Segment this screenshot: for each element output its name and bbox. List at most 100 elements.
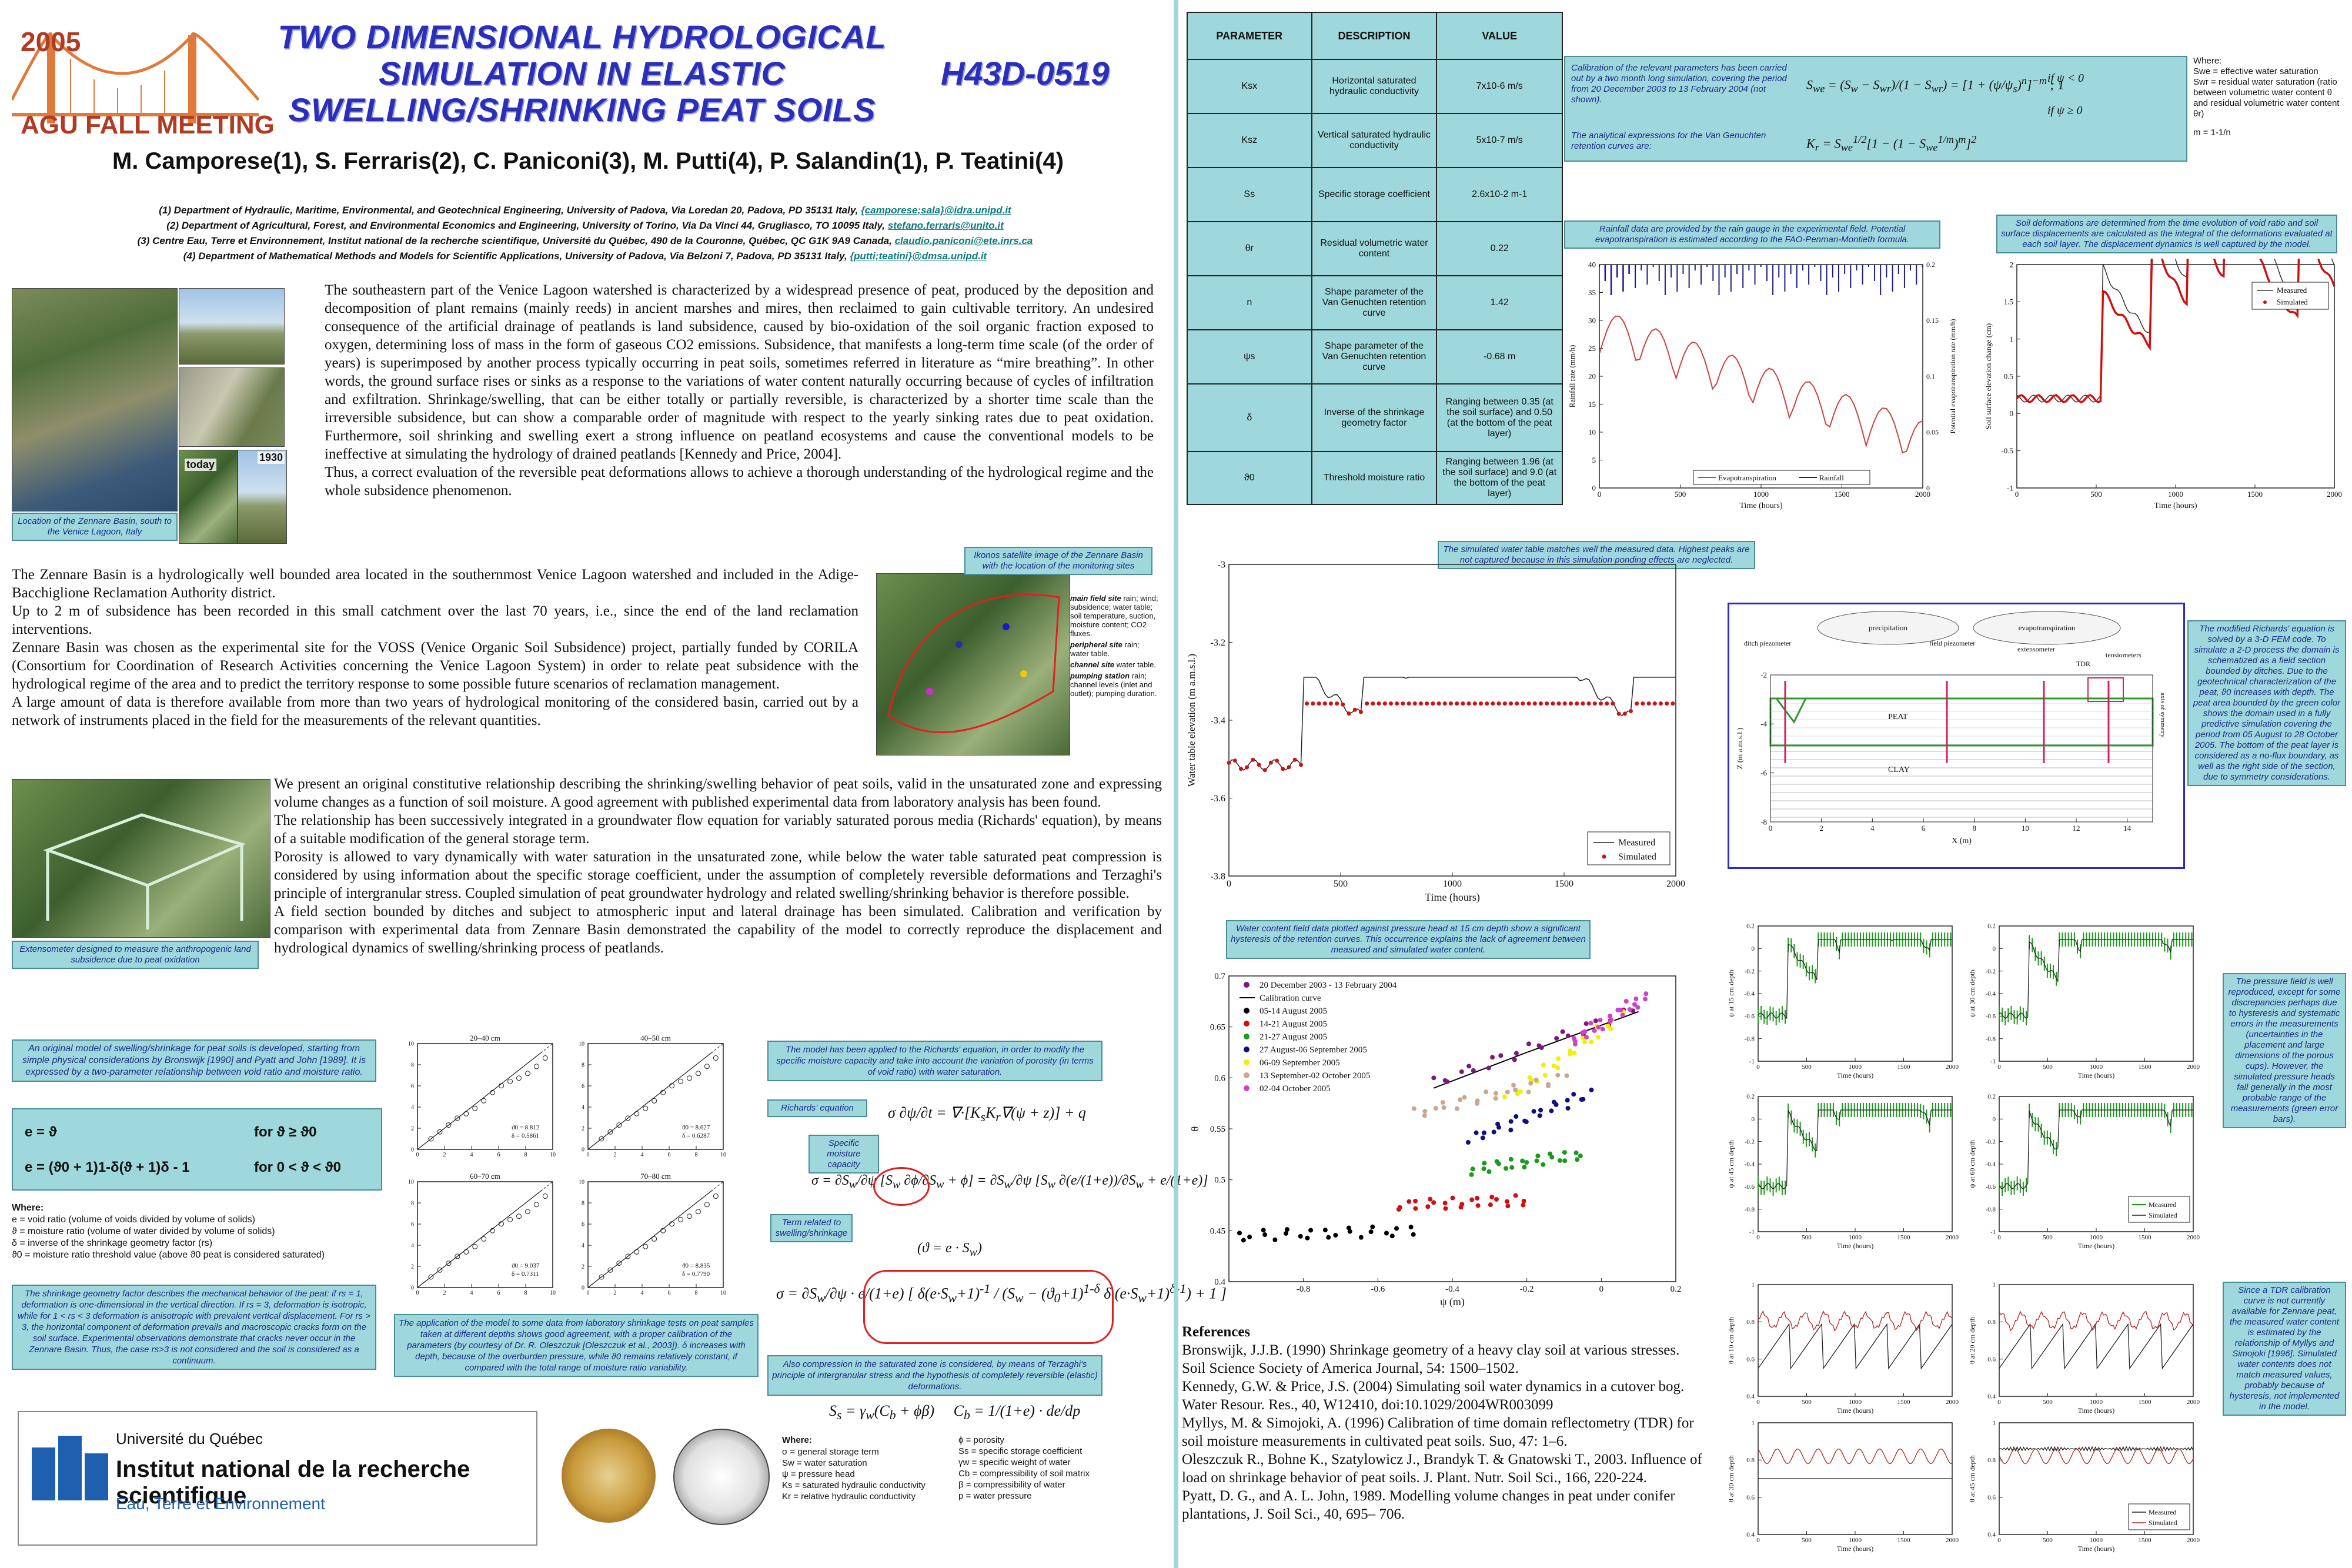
evapotranspiration-cloud-icon bbox=[1973, 611, 2121, 645]
pressure-charts: 0 500 1000 1500 2000 -1 -0.8 -0.6 -0.4 -0.2 0 0.2 Ti… bbox=[1727, 923, 2200, 1250]
retention-point bbox=[1509, 1165, 1515, 1170]
y-tick-label: -1 bbox=[2007, 483, 2013, 492]
y-tick-label: -0.5 bbox=[2001, 446, 2013, 455]
y-tick-label: 0.6 bbox=[1987, 1356, 1996, 1363]
site-entry: channel site water table. bbox=[1070, 660, 1156, 669]
x-axis-title: Time (hours) bbox=[2078, 1071, 2115, 1079]
retention-point bbox=[1527, 1075, 1532, 1080]
constitutive-equations: e = ϑ for ϑ ≥ ϑ0 e = (ϑ0 + 1)1-δ(ϑ + 1)δ… bbox=[12, 1108, 382, 1191]
where-item: σ = general storage term bbox=[782, 1447, 879, 1457]
retention-point bbox=[1459, 1069, 1464, 1074]
retention-point bbox=[1600, 1027, 1605, 1032]
simulated-point bbox=[1532, 701, 1537, 706]
simulated-point bbox=[1377, 701, 1381, 706]
simulated-point bbox=[1538, 701, 1543, 706]
x-tick-label: 6 bbox=[668, 1152, 671, 1158]
zennare-paragraph: The Zennare Basin is a hydrologically we… bbox=[12, 567, 858, 601]
simulated-series bbox=[2016, 259, 2336, 403]
y-tick-label: 25 bbox=[1588, 344, 1596, 353]
retention-point bbox=[1521, 1198, 1526, 1203]
param-cell: δ bbox=[1187, 383, 1312, 452]
retention-point bbox=[1237, 1231, 1242, 1236]
y-tick-label: 0 bbox=[1752, 1116, 1755, 1123]
retention-point bbox=[1505, 1203, 1511, 1209]
richards-where: Where: σ = general storage term Sw = wat… bbox=[782, 1435, 1111, 1502]
retention-point bbox=[1298, 1233, 1303, 1239]
simulated-point bbox=[1251, 757, 1255, 762]
x-tick-label: 10 bbox=[550, 1290, 556, 1296]
site-entry: pumping station rain; channel levels (in… bbox=[1070, 671, 1157, 698]
lab-data-point bbox=[463, 1111, 469, 1116]
retention-point bbox=[1541, 1062, 1546, 1068]
simulated-point bbox=[1401, 701, 1405, 706]
simulated-point bbox=[1671, 701, 1675, 706]
simulated-point bbox=[1641, 701, 1645, 706]
eq1-left: e = ϑ bbox=[25, 1124, 57, 1140]
retention-point bbox=[1553, 1102, 1559, 1107]
axis-title: θ at 30 cm depth bbox=[1727, 1455, 1735, 1502]
retention-point bbox=[1598, 1018, 1603, 1023]
simulated-point bbox=[1665, 701, 1669, 706]
x-tick-label: 2000 bbox=[1946, 1234, 1959, 1241]
peat-domain bbox=[1769, 697, 2154, 747]
x-tick-label: 0 bbox=[1769, 824, 1773, 833]
lab-data-point bbox=[446, 1122, 452, 1128]
retention-point bbox=[1531, 1109, 1536, 1114]
retention-point bbox=[1322, 1228, 1328, 1233]
y-tick-label: 8 bbox=[582, 1200, 584, 1206]
calibration-where: Where: Swe = effective water saturation … bbox=[2193, 56, 2346, 138]
x-tick-label: 500 bbox=[1334, 879, 1348, 889]
reference-item: Pyatt, D. G., and A. L. John, 1989. Mode… bbox=[1182, 1488, 1675, 1522]
y-tick-label: 0.8 bbox=[1987, 1457, 1996, 1464]
email-link[interactable]: stefano.ferraris@unito.it bbox=[887, 220, 1004, 231]
simulated-point bbox=[1418, 701, 1423, 706]
x-tick-label: 0 bbox=[1997, 1399, 2001, 1406]
email-link[interactable]: {camporese;sala}@idra.unipd.it bbox=[861, 205, 1011, 216]
y-tick-label: 2 bbox=[411, 1263, 414, 1270]
where-item: ϕ = porosity bbox=[958, 1435, 1005, 1445]
constitutive-caption: An original model of swelling/shrinkage … bbox=[12, 1039, 376, 1082]
retention-point bbox=[1518, 1089, 1523, 1094]
lab-data-point bbox=[481, 1098, 487, 1104]
x-tick-label: 0 bbox=[1227, 879, 1231, 889]
simulated-point bbox=[1545, 701, 1549, 706]
inrs-logo: Université du Québec Institut national d… bbox=[18, 1411, 537, 1546]
model-paragraph: A field section bounded by ditches and s… bbox=[274, 904, 1162, 956]
extensometer-caption: Extensometer designed to measure the ant… bbox=[12, 941, 259, 969]
retention-point bbox=[1408, 1225, 1414, 1230]
table-row: Ksx Horizontal saturated hydraulic conduc… bbox=[1187, 59, 1563, 114]
x-tick-label: 2 bbox=[1819, 824, 1823, 833]
intro-paragraph: The southeastern part of the Venice Lago… bbox=[325, 282, 1154, 462]
simulated-point bbox=[1455, 701, 1459, 706]
retention-point bbox=[1580, 1035, 1585, 1041]
email-link[interactable]: claudio.paniconi@ete.inrs.ca bbox=[894, 235, 1033, 246]
label-richards: Richards' equation bbox=[767, 1099, 867, 1117]
desc-cell: Threshold moisture ratio bbox=[1311, 451, 1438, 505]
email-link[interactable]: {putti;teatini}@dmsa.unipd.it bbox=[850, 250, 987, 262]
y2-tick-label: 0 bbox=[1926, 484, 1930, 492]
x-tick-label: 6 bbox=[1922, 824, 1926, 833]
lab-panel-theta0: ϑ0 = 9.037 bbox=[512, 1262, 540, 1269]
photo-pump-house bbox=[179, 367, 285, 447]
legend-label: Measured bbox=[1618, 838, 1655, 848]
lab-data-point bbox=[481, 1236, 487, 1242]
x-tick-label: 2 bbox=[614, 1290, 617, 1296]
lab-data-point bbox=[616, 1261, 622, 1266]
x-tick-label: 1000 bbox=[1849, 1537, 1862, 1544]
where-title: Where: bbox=[12, 1203, 44, 1213]
retention-point bbox=[1584, 1035, 1589, 1040]
value-cell: Ranging between 0.35 (at the soil surfac… bbox=[1436, 383, 1563, 452]
retention-point bbox=[1484, 1089, 1489, 1095]
retention-point bbox=[1511, 1082, 1516, 1088]
legend-swatch bbox=[1244, 1034, 1250, 1039]
storage-equation: Ss = γw(Cb + ϕβ) Cb = 1/(1+e) · de/dp bbox=[829, 1402, 1081, 1423]
lab-data-point bbox=[524, 1209, 530, 1215]
x-tick-label: -0.6 bbox=[1371, 1285, 1385, 1294]
compression-caption: Also compression in the saturated zone i… bbox=[767, 1355, 1102, 1396]
y-tick-label: 0.5 bbox=[2004, 372, 2013, 380]
y-tick-label: -0.4 bbox=[1986, 991, 1996, 998]
simulated-point bbox=[1322, 701, 1327, 706]
affiliation-4: (4) Department of Mathematical Methods a… bbox=[183, 250, 987, 262]
legend-label: Calibration curve bbox=[1259, 994, 1321, 1003]
x-tick-label: 1000 bbox=[1849, 1064, 1862, 1071]
